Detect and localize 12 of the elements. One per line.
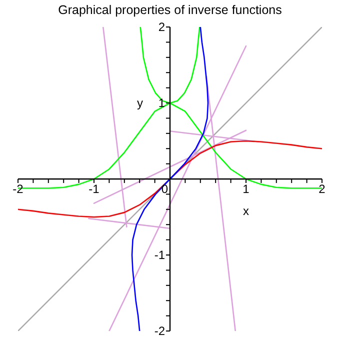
y-tick-label: 2 (158, 20, 166, 34)
x-tick-label: 2 (318, 182, 326, 196)
x-tick-label: 1 (242, 182, 250, 196)
x-tick-label: -2 (12, 182, 24, 196)
y-tick-label: -2 (154, 324, 166, 338)
x-tick-label: -1 (88, 182, 100, 196)
x-tick-label: 0 (161, 182, 168, 196)
y-tick-label: 1 (158, 96, 166, 110)
y-tick-label: -1 (154, 248, 166, 262)
x-axis-title: x (243, 204, 249, 218)
chart-title: Graphical properties of inverse functions (58, 3, 282, 17)
y-axis-title: y (137, 96, 143, 110)
